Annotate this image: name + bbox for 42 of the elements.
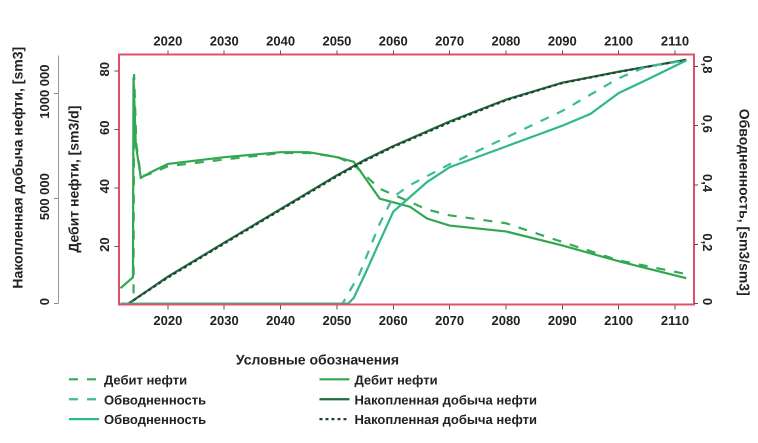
- y-tick-label: 20: [97, 237, 112, 252]
- x-tick-label: 2050: [322, 34, 352, 49]
- y2-tick-label: 0,4: [700, 174, 716, 193]
- x-tick-label: 2040: [266, 34, 296, 49]
- x-tick-label: 2060: [378, 34, 408, 49]
- legend-label: Накопленная добыча нефти: [354, 392, 538, 408]
- y2-tick-label: 0,6: [700, 114, 716, 133]
- y-tick-label: 80: [97, 62, 112, 77]
- legend-label: Накопленная добыча нефти: [354, 412, 538, 428]
- y2-tick-label: 0: [700, 298, 716, 306]
- x-tick-label: 2080: [491, 34, 520, 49]
- legend-title: Условные обозначения: [236, 351, 400, 368]
- legend-label: Дебит нефти: [104, 372, 188, 388]
- x2-tick-label: 2080: [491, 312, 520, 328]
- x2-tick-label: 2090: [548, 312, 577, 328]
- x2-tick-label: 2100: [604, 312, 634, 328]
- y2-tick-label: 0,2: [700, 233, 716, 252]
- y-tick-label: 40: [97, 178, 112, 194]
- y2-axis-title: Обводненность, [sm3/sm3]: [736, 108, 753, 296]
- legend-label: Обводненность: [104, 412, 206, 428]
- x-tick-label: 2100: [604, 34, 634, 49]
- y-tick-label: 60: [97, 120, 112, 135]
- y-axis-title: Дебит нефти, [sm3/d]: [65, 106, 82, 253]
- x2-tick-label: 2040: [266, 312, 296, 328]
- y3-tick-label: 500 000: [36, 173, 52, 220]
- x2-tick-label: 2050: [322, 312, 352, 328]
- x2-tick-label: 2070: [435, 312, 464, 328]
- y3-axis-title: Накопленная добыча нефти, [sm3]: [9, 46, 26, 289]
- y2-tick-label: 0,8: [700, 55, 716, 74]
- x-tick-label: 2030: [210, 34, 239, 49]
- x2-tick-label: 2020: [153, 312, 182, 328]
- x2-tick-label: 2030: [210, 312, 239, 328]
- x-tick-label: 2110: [660, 34, 690, 49]
- x-tick-label: 2020: [153, 34, 182, 49]
- y3-tick-label: 0: [36, 298, 52, 306]
- legend-label: Обводненность: [104, 392, 206, 408]
- y3-tick-label: 1000 000: [36, 64, 52, 119]
- x2-tick-label: 2110: [660, 312, 690, 328]
- x2-tick-label: 2060: [378, 312, 408, 328]
- x-tick-label: 2070: [435, 34, 464, 49]
- x-tick-label: 2090: [548, 34, 577, 49]
- legend-label: Дебит нефти: [354, 372, 438, 388]
